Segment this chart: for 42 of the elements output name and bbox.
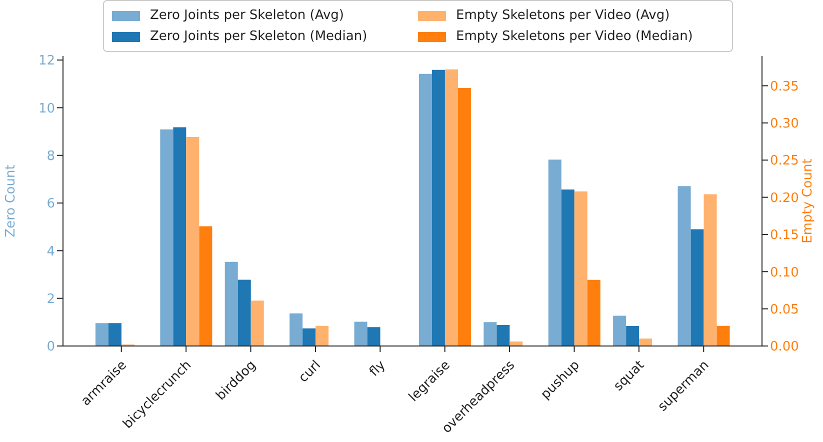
- y-tick-label: 6: [46, 196, 55, 212]
- bar: [458, 88, 471, 346]
- y-tick-label: 4: [46, 244, 55, 260]
- x-tick-label: fly: [366, 358, 389, 380]
- y2-tick-label: 0.10: [770, 265, 799, 280]
- y-tick-label: 10: [38, 101, 55, 116]
- y2-axis-title: Empty Count: [800, 158, 816, 244]
- y2-tick-label: 0.00: [770, 340, 799, 355]
- bar: [587, 280, 600, 346]
- bar: [613, 316, 626, 346]
- bar: [678, 186, 691, 346]
- y2-tick-label: 0.20: [770, 190, 799, 206]
- y-tick-label: 8: [46, 148, 55, 164]
- bar: [418, 74, 432, 346]
- bar: [224, 262, 238, 346]
- bar: [716, 326, 730, 346]
- bar: [548, 160, 562, 346]
- bar: [95, 323, 108, 346]
- legend-label: Empty Skeletons per Video (Avg): [456, 8, 670, 23]
- bar: [108, 323, 122, 346]
- bar: [290, 313, 303, 346]
- legend-label: Zero Joints per Skeleton (Median): [150, 29, 368, 44]
- y2-tick-label: 0.15: [770, 228, 799, 244]
- bar: [496, 325, 510, 346]
- y-axis-title: Zero Count: [4, 164, 19, 238]
- bar: [510, 342, 523, 346]
- bar: [199, 226, 212, 346]
- y2-tick-label: 0.30: [770, 116, 799, 132]
- y-tick-label: 0: [46, 340, 55, 355]
- y2-tick-label: 0.35: [770, 79, 799, 94]
- y2-tick-label: 0.25: [770, 154, 799, 169]
- bar: [160, 129, 174, 346]
- y-tick-label: 12: [38, 54, 55, 69]
- legend-label: Zero Joints per Skeleton (Avg): [150, 8, 344, 23]
- bar: [484, 322, 497, 346]
- x-tick-label: curl: [296, 358, 324, 386]
- legend-label: Empty Skeletons per Video (Median): [456, 29, 693, 44]
- y-tick-label: 2: [46, 292, 55, 307]
- bar: [354, 322, 368, 346]
- y2-tick-label: 0.05: [770, 302, 799, 318]
- bar: [367, 327, 380, 346]
- bar: [626, 326, 640, 346]
